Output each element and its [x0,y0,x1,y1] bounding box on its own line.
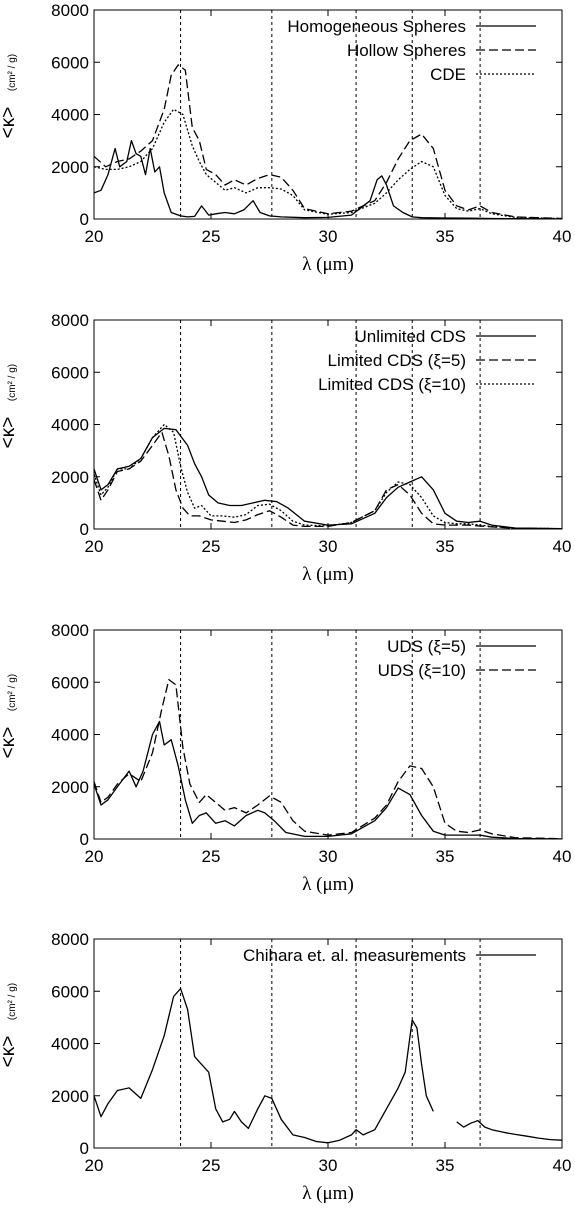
x-tick-label: 25 [202,227,221,246]
y-tick-label: 8000 [51,1,89,20]
y-axis-unit: (cm² / g) [7,983,18,1020]
legend-label: UDS (ξ=10) [378,661,466,680]
x-tick-label: 30 [319,1156,338,1175]
x-axis-label: λ (μm) [302,874,354,895]
y-tick-label: 0 [80,830,89,849]
y-tick-label: 6000 [51,53,89,72]
y-tick-label: 8000 [51,311,89,330]
y-axis-label: <κ> [0,417,19,449]
series-line-2 [456,1119,563,1141]
plot-frame [93,9,563,220]
chart-panel-3: 20 25 30 35 40 0 2000 4000 6000 8000 λ (μm) <κ> (cm²… [0,621,571,895]
x-tick-label: 20 [85,847,104,866]
series-line-2 [93,431,563,530]
y-tick-label: 6000 [51,673,89,692]
x-tick-label: 30 [319,537,338,556]
plot-frame [93,629,563,840]
legend-label: CDE [430,65,466,84]
x-tick-label: 40 [553,227,572,246]
y-axis-label: <κ> [0,1036,19,1068]
x-tick-label: 40 [553,537,572,556]
y-tick-label: 4000 [51,106,89,125]
x-tick-label: 25 [202,537,221,556]
y-tick-label: 0 [80,1139,89,1158]
x-tick-label: 20 [85,537,104,556]
y-axis-label: <κ> [0,727,19,759]
x-tick-label: 35 [436,1156,455,1175]
y-tick-label: 2000 [51,468,89,487]
series-line-2 [93,678,563,840]
legend-label: Limited CDS (ξ=5) [328,351,466,370]
series-line-3 [93,423,563,530]
x-tick-label: 20 [85,227,104,246]
x-tick-label: 40 [553,1156,572,1175]
legend-label: Chihara et. al. measurements [243,946,466,965]
chart-panel-1: 20 25 30 35 40 0 2000 4000 6000 8000 λ (μm) <κ> (cm²… [0,1,571,275]
y-tick-label: 0 [80,520,89,539]
series-line-1 [93,987,434,1144]
x-tick-label: 25 [202,1156,221,1175]
y-tick-label: 0 [80,210,89,229]
legend-label: Homogeneous Spheres [287,17,466,36]
y-tick-label: 4000 [51,1035,89,1054]
x-tick-label: 30 [319,847,338,866]
legend-label: UDS (ξ=5) [387,637,466,656]
y-tick-label: 2000 [51,1087,89,1106]
series-line-1 [93,427,563,530]
x-tick-label: 25 [202,847,221,866]
chart-panel-2: 20 25 30 35 40 0 2000 4000 6000 8000 λ (μm) <κ> (cm²… [0,311,571,585]
y-axis-unit: (cm² / g) [7,54,18,91]
legend-label: Limited CDS (ξ=10) [318,375,466,394]
x-axis-label: λ (μm) [302,254,354,275]
y-tick-label: 6000 [51,982,89,1001]
plot-frame [93,938,563,1149]
x-axis-label: λ (μm) [302,1183,354,1204]
x-tick-label: 35 [436,537,455,556]
series-line-3 [93,108,563,220]
y-axis-unit: (cm² / g) [7,674,18,711]
x-tick-label: 35 [436,227,455,246]
y-axis-label: <κ> [0,107,19,139]
series-line-2 [93,64,563,220]
y-tick-label: 8000 [51,621,89,640]
y-tick-label: 6000 [51,363,89,382]
y-tick-label: 2000 [51,158,89,177]
x-tick-label: 20 [85,1156,104,1175]
x-axis-label: λ (μm) [302,564,354,585]
legend-label: Unlimited CDS [355,327,466,346]
y-tick-label: 8000 [51,930,89,949]
y-tick-label: 4000 [51,726,89,745]
legend-label: Hollow Spheres [347,41,466,60]
x-tick-label: 35 [436,847,455,866]
y-axis-unit: (cm² / g) [7,364,18,401]
series-line-1 [93,720,563,840]
x-tick-label: 40 [553,847,572,866]
x-tick-label: 30 [319,227,338,246]
chart-panel-4: 20 25 30 35 40 0 2000 4000 6000 8000 λ (μm) <κ> (cm²… [0,930,571,1204]
series-line-1 [93,139,563,220]
y-tick-label: 4000 [51,416,89,435]
y-tick-label: 2000 [51,778,89,797]
